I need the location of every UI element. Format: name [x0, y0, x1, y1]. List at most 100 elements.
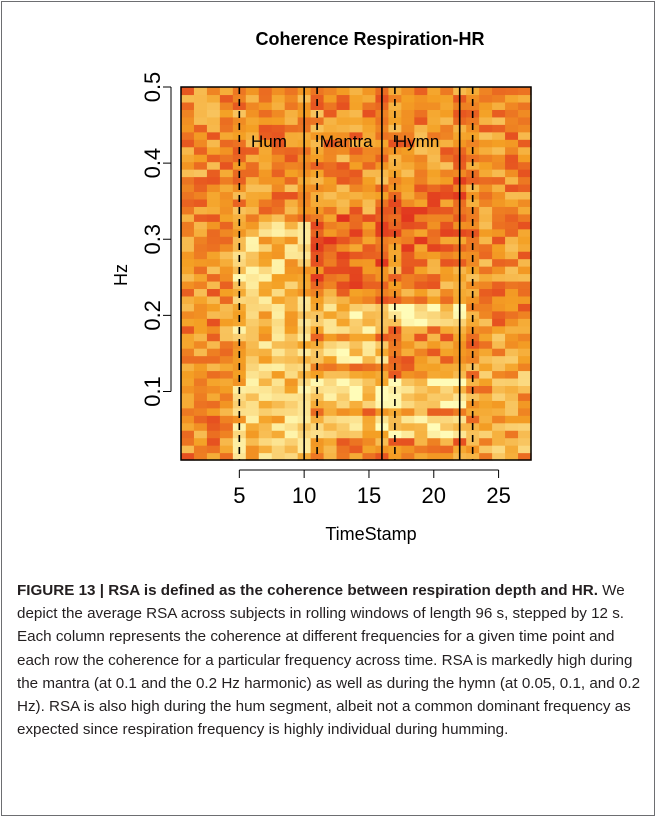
heatmap-cell [193, 198, 208, 207]
heatmap-cell [284, 176, 299, 185]
heatmap-cell [271, 363, 286, 372]
heatmap-cell [414, 280, 428, 290]
heatmap-cell [323, 206, 338, 215]
heatmap-cell [258, 228, 273, 237]
heatmap-cell [401, 288, 415, 297]
heatmap-cell [440, 146, 454, 155]
heatmap-cell [284, 266, 299, 275]
heatmap-cell [518, 273, 532, 282]
heatmap-cell [193, 445, 208, 454]
heatmap-cell [323, 258, 338, 267]
heatmap-cell [440, 363, 454, 372]
heatmap-cell [181, 430, 195, 439]
heatmap-cell [323, 191, 338, 200]
heatmap-cell [193, 258, 208, 267]
heatmap-cell [518, 295, 532, 304]
heatmap-cell [245, 333, 260, 342]
heatmap-cell [336, 452, 351, 461]
heatmap-cell [258, 109, 273, 118]
heatmap-cell [271, 295, 286, 304]
heatmap-cell [401, 176, 415, 185]
heatmap-cell [518, 176, 532, 185]
heatmap-cell [284, 206, 299, 215]
heatmap-cell [427, 198, 441, 207]
heatmap-cell [284, 101, 299, 110]
heatmap-cell [193, 407, 208, 416]
heatmap-cell [219, 452, 234, 461]
heatmap-cell [206, 243, 221, 252]
heatmap-cell [181, 169, 195, 178]
heatmap-cell [362, 266, 377, 275]
heatmap-cell [414, 348, 428, 357]
heatmap-cell [181, 236, 195, 245]
heatmap-cell [284, 213, 299, 222]
heatmap-cell [349, 318, 364, 327]
heatmap-cell [271, 377, 286, 386]
heatmap-cell [505, 101, 519, 110]
heatmap-cell [479, 437, 493, 446]
heatmap-cell [492, 333, 506, 342]
heatmap-cell [206, 370, 221, 379]
heatmap-cell [206, 191, 221, 200]
heatmap-cell [349, 422, 364, 431]
heatmap-cell [193, 266, 208, 275]
heatmap-cell [206, 280, 221, 290]
heatmap-cell [271, 101, 286, 110]
heatmap-cell [323, 422, 338, 431]
heatmap-cell [181, 385, 195, 394]
heatmap-cell [401, 161, 415, 170]
heatmap-cell [518, 139, 532, 148]
heatmap-cell [518, 228, 532, 237]
heatmap-cell [388, 370, 402, 379]
heatmap-cell [518, 422, 532, 431]
heatmap-cell [440, 273, 454, 282]
heatmap-cell [310, 370, 325, 379]
heatmap-cell [401, 377, 415, 386]
heatmap-cell [323, 392, 338, 401]
heatmap-cell [219, 131, 234, 140]
heatmap-cell [271, 87, 286, 96]
heatmap-cell [349, 161, 364, 170]
heatmap-cell [219, 303, 234, 312]
heatmap-cell [362, 213, 377, 222]
heatmap-cell [505, 116, 519, 125]
heatmap-cell [479, 415, 493, 424]
heatmap-cell [323, 340, 338, 349]
heatmap-cell [505, 400, 519, 409]
heatmap-cell [336, 318, 351, 327]
heatmap-cell [518, 392, 532, 401]
heatmap-cell [258, 430, 273, 439]
heatmap-cell [414, 266, 428, 275]
heatmap-cell [193, 430, 208, 439]
heatmap-cell [193, 310, 208, 319]
heatmap-cell [414, 139, 428, 148]
heatmap-cell [284, 340, 299, 349]
heatmap-cell [479, 273, 493, 282]
segment-labels: Hum Mantra Hymn [251, 132, 439, 151]
heatmap-cell [401, 191, 415, 200]
heatmap-cell [336, 340, 351, 349]
heatmap-cell [401, 87, 415, 96]
heatmap-cell [414, 288, 428, 297]
heatmap-cell [518, 169, 532, 178]
heatmap-cell [271, 437, 286, 446]
heatmap-cell [284, 221, 299, 230]
heatmap-cell [193, 183, 208, 193]
heatmap-cell [258, 169, 273, 178]
heatmap-cell [310, 355, 325, 364]
heatmap-cell [219, 333, 234, 342]
heatmap-cell [245, 407, 260, 416]
heatmap-cell [479, 206, 493, 215]
heatmap-cell [401, 169, 415, 178]
heatmap-cell [427, 445, 441, 454]
heatmap-cell [401, 452, 415, 461]
heatmap-cell [362, 176, 377, 185]
heatmap-cell [245, 243, 260, 252]
heatmap-cell [284, 400, 299, 409]
heatmap-cell [362, 318, 377, 327]
heatmap-cell [388, 333, 402, 342]
heatmap-cell [479, 161, 493, 170]
heatmap-cell [284, 183, 299, 193]
heatmap-cell [401, 400, 415, 409]
chart-title: Coherence Respiration-HR [255, 29, 484, 49]
